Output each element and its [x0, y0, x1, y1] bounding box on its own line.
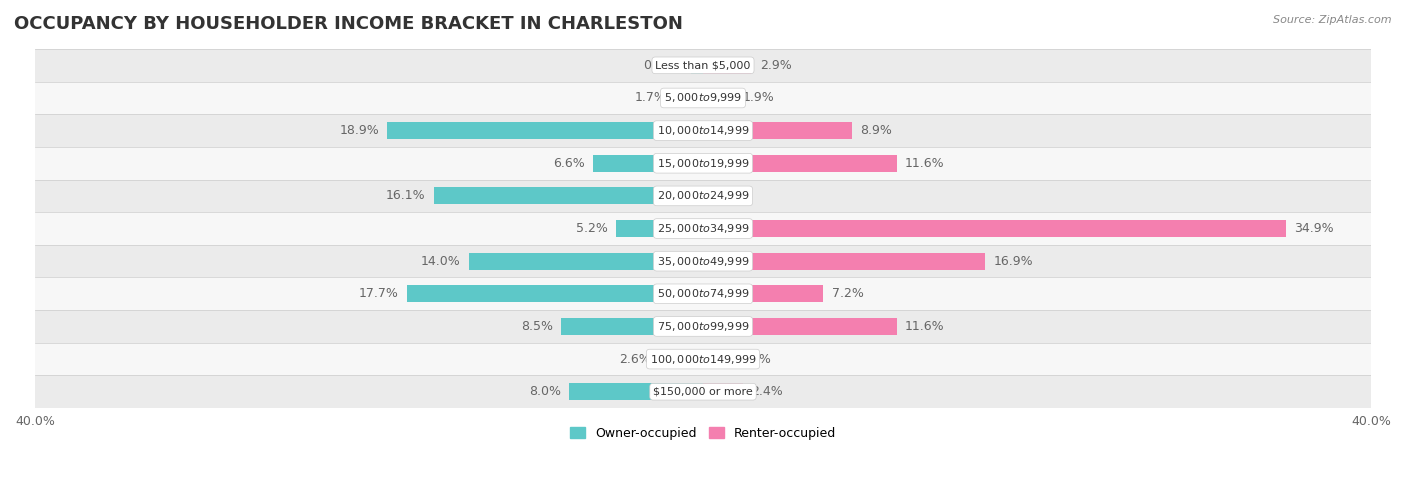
Text: $35,000 to $49,999: $35,000 to $49,999 — [657, 255, 749, 268]
Text: 6.6%: 6.6% — [553, 157, 585, 170]
Text: 7.2%: 7.2% — [831, 287, 863, 300]
Bar — [703, 383, 744, 400]
Bar — [561, 318, 703, 335]
Text: 8.9%: 8.9% — [860, 124, 891, 137]
Text: OCCUPANCY BY HOUSEHOLDER INCOME BRACKET IN CHARLESTON: OCCUPANCY BY HOUSEHOLDER INCOME BRACKET … — [14, 15, 683, 33]
Bar — [593, 155, 703, 172]
Text: 11.6%: 11.6% — [905, 320, 945, 333]
Bar — [408, 285, 703, 302]
Bar — [35, 310, 1371, 343]
Bar — [35, 375, 1371, 408]
Text: 2.6%: 2.6% — [620, 352, 651, 365]
Bar — [703, 122, 852, 139]
Text: $5,000 to $9,999: $5,000 to $9,999 — [664, 91, 742, 104]
Bar — [703, 155, 897, 172]
Bar — [35, 147, 1371, 179]
Bar — [387, 122, 703, 139]
Text: 11.6%: 11.6% — [905, 157, 945, 170]
Bar — [616, 220, 703, 237]
Bar — [35, 245, 1371, 278]
Bar — [35, 114, 1371, 147]
Text: $25,000 to $34,999: $25,000 to $34,999 — [657, 222, 749, 235]
Legend: Owner-occupied, Renter-occupied: Owner-occupied, Renter-occupied — [565, 422, 841, 445]
Text: 0.71%: 0.71% — [643, 59, 683, 72]
Text: $75,000 to $99,999: $75,000 to $99,999 — [657, 320, 749, 333]
Text: $20,000 to $24,999: $20,000 to $24,999 — [657, 190, 749, 202]
Text: Source: ZipAtlas.com: Source: ZipAtlas.com — [1274, 15, 1392, 25]
Bar — [35, 278, 1371, 310]
Text: $100,000 to $149,999: $100,000 to $149,999 — [650, 352, 756, 365]
Bar — [35, 82, 1371, 114]
Text: 1.7%: 1.7% — [634, 91, 666, 104]
Bar — [692, 57, 703, 74]
Text: $10,000 to $14,999: $10,000 to $14,999 — [657, 124, 749, 137]
Bar — [703, 57, 751, 74]
Bar — [703, 253, 986, 270]
Text: 34.9%: 34.9% — [1295, 222, 1334, 235]
Text: 17.7%: 17.7% — [359, 287, 399, 300]
Text: $50,000 to $74,999: $50,000 to $74,999 — [657, 287, 749, 300]
Text: 0.0%: 0.0% — [711, 190, 744, 202]
Text: 1.9%: 1.9% — [744, 91, 775, 104]
Bar — [659, 350, 703, 367]
Text: 18.9%: 18.9% — [339, 124, 380, 137]
Bar — [703, 285, 824, 302]
Bar — [703, 89, 735, 106]
Bar — [35, 212, 1371, 245]
Text: 2.9%: 2.9% — [759, 59, 792, 72]
Bar — [35, 49, 1371, 82]
Text: 16.1%: 16.1% — [387, 190, 426, 202]
Bar — [675, 89, 703, 106]
Text: $150,000 or more: $150,000 or more — [654, 387, 752, 397]
Text: 16.9%: 16.9% — [994, 255, 1033, 268]
Text: 8.0%: 8.0% — [529, 385, 561, 398]
Bar — [703, 318, 897, 335]
Text: 8.5%: 8.5% — [520, 320, 553, 333]
Text: $15,000 to $19,999: $15,000 to $19,999 — [657, 157, 749, 170]
Text: 1.7%: 1.7% — [740, 352, 772, 365]
Bar — [35, 343, 1371, 375]
Text: 14.0%: 14.0% — [420, 255, 461, 268]
Bar — [703, 350, 731, 367]
Bar — [470, 253, 703, 270]
Bar — [35, 179, 1371, 212]
Bar — [569, 383, 703, 400]
Text: 2.4%: 2.4% — [751, 385, 783, 398]
Bar — [434, 188, 703, 205]
Bar — [703, 220, 1286, 237]
Text: Less than $5,000: Less than $5,000 — [655, 60, 751, 70]
Text: 5.2%: 5.2% — [576, 222, 607, 235]
